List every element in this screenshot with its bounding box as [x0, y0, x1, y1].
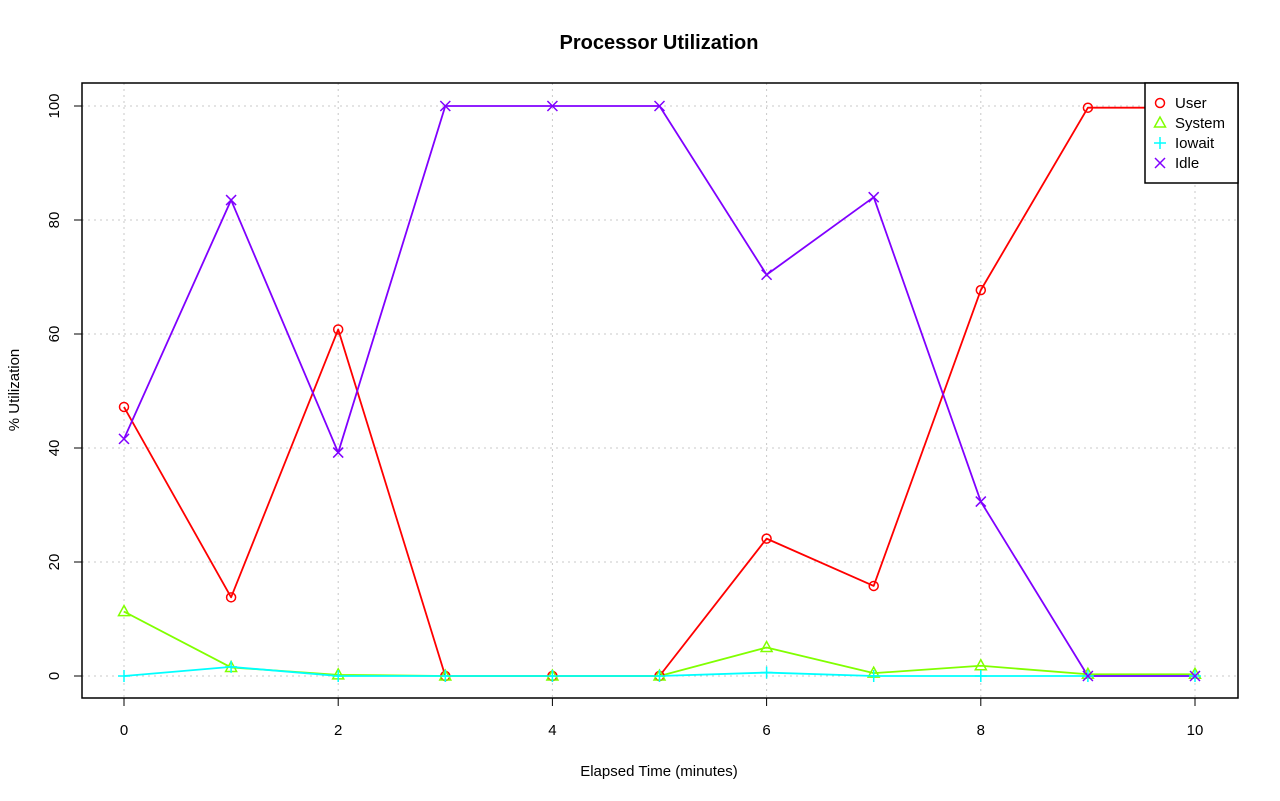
- legend-label-iowait: Iowait: [1175, 135, 1215, 152]
- y-tick-label: 60: [46, 326, 63, 343]
- data-point-system: [117, 604, 131, 617]
- legend-marker-idle: [1154, 157, 1166, 169]
- x-tick-label: 4: [548, 722, 556, 739]
- data-point-system: [974, 658, 988, 671]
- legend-item-iowait: Iowait: [1154, 135, 1215, 152]
- data-point-idle: [975, 496, 987, 508]
- legend: User System Iowait Idle: [1144, 82, 1239, 184]
- data-point-idle: [225, 194, 237, 206]
- data-point-idle: [546, 100, 558, 112]
- legend-label-user: User: [1175, 95, 1207, 112]
- legend-marker-user: [1154, 97, 1166, 109]
- legend-label-idle: Idle: [1175, 155, 1199, 172]
- data-point-idle: [439, 100, 451, 112]
- data-point-user-shape: [975, 284, 987, 296]
- data-point-idle: [868, 191, 880, 203]
- y-axis-label: % Utilization: [6, 349, 23, 432]
- x-axis-label: Elapsed Time (minutes): [580, 763, 738, 780]
- legend-marker-system-shape: [1153, 115, 1167, 128]
- data-point-user: [225, 592, 237, 603]
- data-point-idle-shape: [1082, 670, 1094, 682]
- data-point-user-shape: [1082, 102, 1094, 113]
- legend-item-idle: Idle: [1154, 155, 1199, 172]
- data-point-idle-shape: [653, 100, 666, 112]
- data-point-user-shape: [225, 592, 237, 603]
- data-point-user: [118, 401, 130, 413]
- series-line-idle: [123, 105, 1195, 677]
- data-point-iowait: [118, 670, 130, 682]
- data-point-idle: [332, 447, 344, 459]
- data-point-system-shape: [759, 639, 774, 653]
- data-point-idle: [653, 100, 666, 112]
- y-tick-label: 20: [46, 554, 63, 571]
- data-point-idle-shape: [975, 496, 987, 508]
- data-point-iowait: [653, 670, 666, 682]
- series-markers: [117, 100, 1202, 682]
- x-tick-label: 8: [977, 722, 985, 739]
- data-point-user-shape: [868, 580, 879, 592]
- legend-label-system: System: [1175, 115, 1225, 132]
- series-lines: [123, 105, 1195, 677]
- data-point-user-shape: [761, 533, 772, 544]
- series-line-system: [123, 610, 1195, 677]
- legend-marker-system: [1153, 115, 1167, 128]
- data-point-user: [975, 284, 987, 296]
- data-point-idle: [761, 269, 773, 281]
- data-point-idle-shape: [225, 194, 237, 206]
- legend-marker-iowait: [1154, 137, 1166, 149]
- data-point-idle: [1189, 670, 1201, 682]
- x-tick-label: 10: [1187, 722, 1204, 739]
- y-tick-label: 40: [46, 440, 63, 457]
- x-axis: 0 2 4 6 8 10: [120, 697, 1204, 739]
- data-point-user-shape: [118, 401, 130, 413]
- data-point-idle-shape: [1189, 670, 1201, 682]
- data-point-iowait: [332, 670, 345, 682]
- data-point-iowait: [439, 670, 452, 682]
- x-tick-label: 6: [762, 722, 770, 739]
- legend-box: [1144, 82, 1239, 184]
- legend-item-user: User: [1154, 95, 1207, 112]
- data-point-idle: [118, 433, 130, 445]
- data-point-user: [868, 580, 879, 592]
- data-point-idle-shape: [332, 447, 344, 459]
- data-point-iowait: [760, 666, 773, 679]
- legend-marker-user-shape: [1154, 97, 1166, 109]
- y-tick-label: 0: [46, 672, 63, 680]
- data-point-iowait: [225, 660, 238, 673]
- grid: [82, 83, 1238, 698]
- plot-frame: [81, 82, 1239, 699]
- data-point-idle: [1082, 670, 1094, 682]
- y-tick-label: 100: [46, 93, 63, 118]
- series-line-user: [123, 106, 1195, 677]
- data-point-user: [1082, 102, 1094, 113]
- x-tick-label: 2: [334, 722, 342, 739]
- x-tick-label: 0: [120, 722, 128, 739]
- data-point-idle-shape: [761, 269, 773, 281]
- data-point-iowait: [867, 670, 880, 682]
- data-point-idle-shape: [868, 191, 880, 203]
- data-point-user: [332, 324, 344, 335]
- data-point-iowait: [546, 670, 559, 682]
- legend-item-system: System: [1153, 115, 1225, 132]
- chart-title: Processor Utilization: [560, 32, 759, 54]
- data-point-idle-shape: [118, 433, 130, 445]
- data-point-system-shape: [974, 658, 988, 671]
- data-point-system: [759, 639, 774, 653]
- data-point-user: [761, 533, 772, 544]
- y-axis: 0 20 40 60 80 100: [46, 93, 83, 680]
- legend-marker-idle-shape: [1154, 157, 1166, 169]
- y-tick-label: 80: [46, 212, 63, 229]
- data-point-system-shape: [117, 604, 131, 617]
- data-point-idle-shape: [439, 100, 451, 112]
- data-point-iowait: [974, 670, 987, 682]
- data-point-idle-shape: [546, 100, 558, 112]
- data-point-user-shape: [332, 324, 344, 335]
